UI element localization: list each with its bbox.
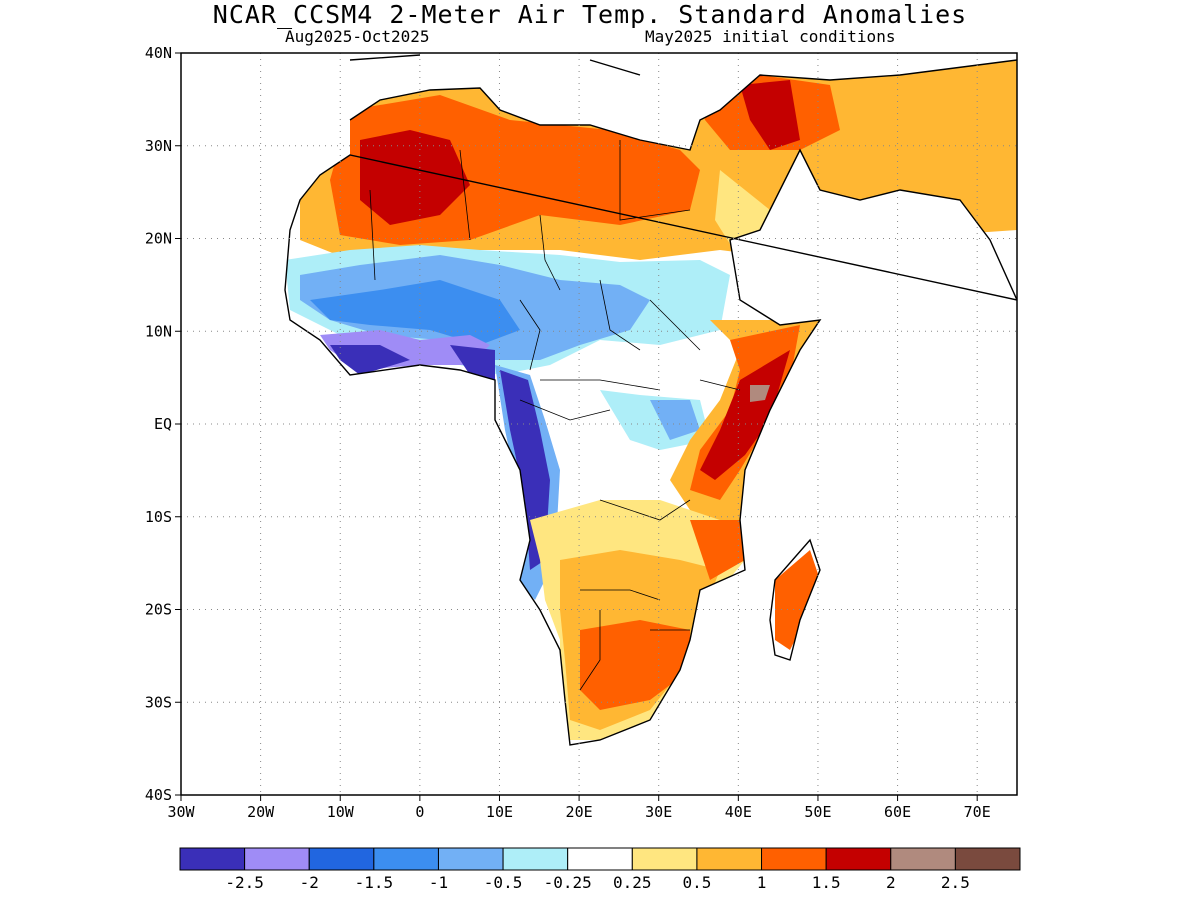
lon-tick-label: 20E (566, 803, 593, 821)
legend-swatch (954, 847, 1021, 871)
legend-label: 0.25 (613, 873, 652, 892)
lat-tick-label: 40N (145, 44, 172, 62)
lon-tick-label: 50E (804, 803, 831, 821)
lon-tick-label: 60E (884, 803, 911, 821)
legend-label: -1.5 (355, 873, 394, 892)
lon-tick-label: 0 (415, 803, 424, 821)
lon-tick-label: 30W (167, 803, 195, 821)
legend-swatch (696, 847, 763, 871)
map-title: NCAR_CCSM4 2-Meter Air Temp. Standard An… (212, 0, 968, 29)
lon-tick-label: 70E (964, 803, 991, 821)
lon-tick-label: 20W (247, 803, 275, 821)
legend-label: -0.25 (544, 873, 592, 892)
legend-swatch (825, 847, 892, 871)
legend-label: 2 (886, 873, 896, 892)
legend-label: -2.5 (225, 873, 264, 892)
lon-tick-label: 30E (645, 803, 672, 821)
anomaly-fill-layer (285, 60, 1017, 745)
legend-swatch (437, 847, 504, 871)
legend-label: 1 (757, 873, 767, 892)
legend-label: 0.5 (682, 873, 711, 892)
color-legend: -2.5 -2 -1.5 -1 -0.5 -0.25 0.25 0.5 1 1.5 2 2.5 (179, 847, 1021, 892)
lat-tick-label: 40S (145, 786, 172, 804)
lat-tick-label: 30S (145, 693, 172, 711)
legend-label: -0.5 (484, 873, 523, 892)
legend-label: -2 (300, 873, 319, 892)
legend-swatch (890, 847, 956, 871)
legend-label: -1 (429, 873, 448, 892)
map-tick-labels: 30W 20W 10W 0 10E 20E 30E 40E 50E 60E 70E 40N 30N 20N… (145, 44, 991, 821)
lat-tick-label: 30N (145, 137, 172, 155)
valid-period-label: Aug2025-Oct2025 (285, 27, 430, 46)
lon-tick-label: 10W (327, 803, 355, 821)
country-borders (369, 140, 741, 691)
legend-swatch (373, 847, 439, 871)
coastline (284, 54, 1017, 746)
lat-tick-label: EQ (154, 415, 172, 433)
lon-tick-label: 40E (725, 803, 752, 821)
legend-swatch (502, 847, 569, 871)
legend-swatch (308, 847, 375, 871)
legend-swatch (567, 847, 633, 871)
legend-swatch (244, 847, 310, 871)
legend-label: 1.5 (812, 873, 841, 892)
lon-tick-label: 10E (486, 803, 513, 821)
legend-swatch (631, 847, 698, 871)
lat-tick-label: 10N (145, 322, 172, 340)
lat-tick-label: 10S (145, 508, 172, 526)
legend-label: 2.5 (941, 873, 970, 892)
lat-tick-label: 20N (145, 230, 172, 248)
legend-swatch (179, 847, 246, 871)
legend-swatch (761, 847, 827, 871)
init-conditions-label: May2025 initial conditions (645, 27, 896, 46)
lat-tick-label: 20S (145, 601, 172, 619)
